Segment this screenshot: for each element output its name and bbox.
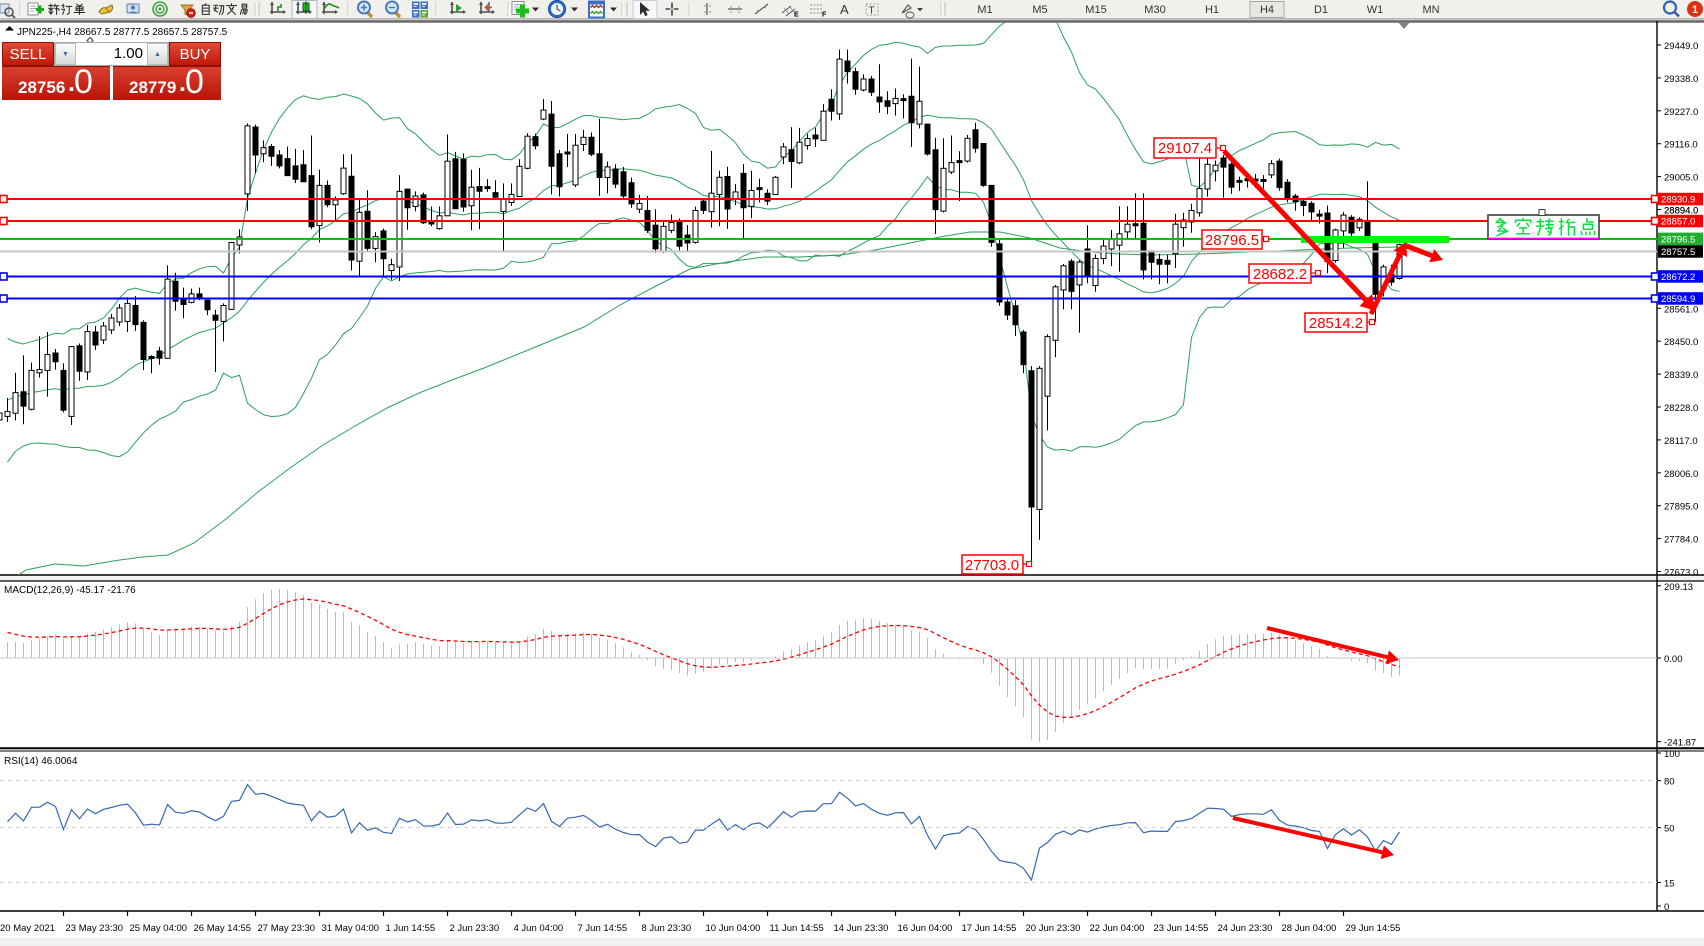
svg-text:29116.0: 29116.0 xyxy=(1664,140,1698,151)
svg-text:JPN225-,H4 28667.5 28777.5 28: JPN225-,H4 28667.5 28777.5 28657.5 28757… xyxy=(17,27,228,38)
svg-text:29 Jun 14:55: 29 Jun 14:55 xyxy=(1346,923,1401,934)
svg-text:MN: MN xyxy=(1422,4,1439,16)
svg-text:W1: W1 xyxy=(1367,4,1384,16)
svg-text:27703.0: 27703.0 xyxy=(965,557,1019,574)
svg-text:28757.5: 28757.5 xyxy=(1661,247,1695,258)
svg-text:80: 80 xyxy=(1664,777,1675,788)
svg-text:M15: M15 xyxy=(1085,4,1106,16)
svg-text:17 Jun 14:55: 17 Jun 14:55 xyxy=(962,923,1017,934)
svg-text:11 Jun 14:55: 11 Jun 14:55 xyxy=(770,923,824,934)
svg-text:29227.0: 29227.0 xyxy=(1664,107,1698,118)
svg-text:25 May 04:00: 25 May 04:00 xyxy=(130,923,188,934)
svg-text:1 Jun 14:55: 1 Jun 14:55 xyxy=(386,923,436,934)
svg-text:16 Jun 04:00: 16 Jun 04:00 xyxy=(898,923,953,934)
svg-text:27673.0: 27673.0 xyxy=(1664,568,1698,579)
svg-text:28228.0: 28228.0 xyxy=(1664,403,1698,414)
svg-text:0: 0 xyxy=(1664,902,1669,913)
svg-text:28 Jun 04:00: 28 Jun 04:00 xyxy=(1282,923,1337,934)
svg-text:22 Jun 04:00: 22 Jun 04:00 xyxy=(1090,923,1145,934)
svg-text:28514.2: 28514.2 xyxy=(1309,315,1363,332)
svg-text:31 May 04:00: 31 May 04:00 xyxy=(322,923,380,934)
svg-text:4 Jun 04:00: 4 Jun 04:00 xyxy=(514,923,564,934)
svg-text:29107.4: 29107.4 xyxy=(1158,140,1212,157)
svg-text:10 Jun 04:00: 10 Jun 04:00 xyxy=(706,923,761,934)
svg-text:H1: H1 xyxy=(1205,4,1219,16)
svg-text:27 May 23:30: 27 May 23:30 xyxy=(258,923,316,934)
svg-text:E: E xyxy=(794,12,799,19)
svg-text:28796.5: 28796.5 xyxy=(1205,232,1259,249)
svg-text:28894.0: 28894.0 xyxy=(1664,206,1698,217)
svg-text:28672.2: 28672.2 xyxy=(1661,272,1695,283)
svg-text:2 Jun 23:30: 2 Jun 23:30 xyxy=(450,923,500,934)
svg-text:28594.9: 28594.9 xyxy=(1661,294,1695,305)
svg-text:MACD(12,26,9) -45.17 -21.76: MACD(12,26,9) -45.17 -21.76 xyxy=(4,585,136,596)
svg-text:F: F xyxy=(822,12,827,19)
svg-text:23 Jun 14:55: 23 Jun 14:55 xyxy=(1154,923,1209,934)
svg-text:8 Jun 23:30: 8 Jun 23:30 xyxy=(642,923,692,934)
svg-text:20 Jun 23:30: 20 Jun 23:30 xyxy=(1026,923,1081,934)
svg-text:29338.0: 29338.0 xyxy=(1664,74,1698,85)
svg-text:RSI(14) 46.0064: RSI(14) 46.0064 xyxy=(4,756,78,767)
svg-text:14 Jun 23:30: 14 Jun 23:30 xyxy=(834,923,889,934)
svg-text:28857.0: 28857.0 xyxy=(1661,217,1695,228)
svg-text:24 Jun 23:30: 24 Jun 23:30 xyxy=(1218,923,1273,934)
svg-text:209.13: 209.13 xyxy=(1664,582,1693,593)
svg-text:M5: M5 xyxy=(1032,4,1047,16)
svg-text:-241.87: -241.87 xyxy=(1664,738,1696,749)
svg-text:23 May 23:30: 23 May 23:30 xyxy=(66,923,124,934)
svg-text:7 Jun 14:55: 7 Jun 14:55 xyxy=(578,923,628,934)
svg-text:28561.0: 28561.0 xyxy=(1664,304,1698,315)
svg-text:26 May 14:55: 26 May 14:55 xyxy=(194,923,252,934)
svg-text:M30: M30 xyxy=(1144,4,1165,16)
svg-text:T: T xyxy=(869,6,875,17)
svg-text:27784.0: 27784.0 xyxy=(1664,535,1698,546)
svg-text:H4: H4 xyxy=(1260,4,1274,16)
svg-text:20 May 2021: 20 May 2021 xyxy=(0,923,55,934)
svg-text:15: 15 xyxy=(1664,879,1675,890)
svg-text:28894.0: 28894.0 xyxy=(1664,206,1698,217)
svg-text:0.00: 0.00 xyxy=(1664,654,1683,665)
svg-text:1: 1 xyxy=(1692,4,1698,16)
svg-text:28339.0: 28339.0 xyxy=(1664,370,1698,381)
svg-text:28450.0: 28450.0 xyxy=(1664,337,1698,348)
svg-text:28796.5: 28796.5 xyxy=(1661,234,1695,245)
svg-text:27895.0: 27895.0 xyxy=(1664,502,1698,513)
svg-text:28006.0: 28006.0 xyxy=(1664,469,1698,480)
svg-text:50: 50 xyxy=(1664,824,1675,835)
svg-text:M1: M1 xyxy=(977,4,992,16)
svg-text:29449.0: 29449.0 xyxy=(1664,41,1698,52)
svg-text:100: 100 xyxy=(1664,749,1680,760)
svg-text:A: A xyxy=(840,2,849,17)
svg-text:D1: D1 xyxy=(1314,4,1328,16)
svg-text:29005.0: 29005.0 xyxy=(1664,173,1698,184)
svg-text:28682.2: 28682.2 xyxy=(1253,266,1307,283)
svg-text:28117.0: 28117.0 xyxy=(1664,436,1698,447)
svg-text:28930.9: 28930.9 xyxy=(1661,195,1695,206)
